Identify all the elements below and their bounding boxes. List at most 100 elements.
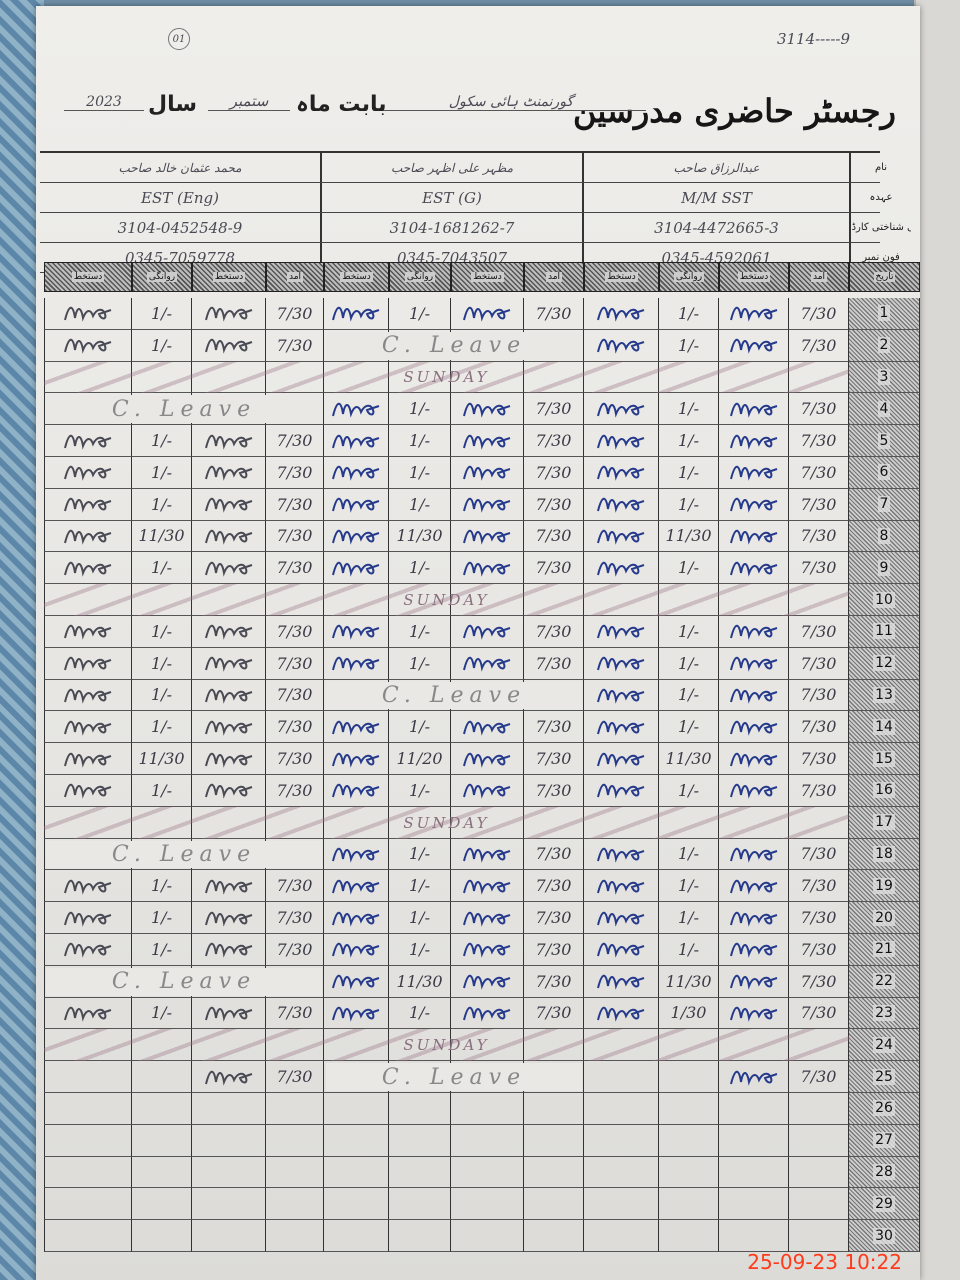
attendance-cell	[451, 1220, 524, 1252]
departure-time: 1/-	[678, 653, 699, 673]
arrival-time: 7/30	[535, 526, 572, 546]
departure-time: 1/-	[678, 780, 699, 800]
attendance-cell	[659, 1188, 719, 1221]
attendance-cell	[192, 1124, 266, 1157]
departure-time: 1/-	[151, 494, 172, 514]
attendance-cell	[451, 425, 524, 457]
column-header-text: آمد	[545, 272, 563, 282]
handwritten-signature	[597, 561, 645, 577]
date-number: 19	[873, 877, 895, 894]
attendance-cell	[789, 361, 849, 394]
handwritten-signature	[729, 402, 777, 418]
attendance-cell	[719, 679, 789, 712]
handwritten-signature	[64, 656, 112, 672]
page-number-circle: 01	[168, 28, 190, 50]
handwritten-signature	[332, 402, 380, 418]
arrival-time: 7/30	[800, 717, 837, 737]
arrival-time: 7/30	[276, 462, 313, 482]
attendance-cell: 1/-	[659, 329, 719, 362]
attendance-cell	[719, 743, 789, 775]
arrival-time: 7/30	[535, 399, 572, 419]
next-page-edge	[914, 0, 960, 1280]
date-number: 27	[873, 1132, 895, 1149]
attendance-cell	[584, 584, 659, 616]
attendance-cell: 11/20	[389, 743, 451, 775]
handwritten-signature	[64, 784, 112, 800]
handwritten-signature	[729, 879, 777, 895]
attendance-cell: 7/30	[524, 711, 584, 744]
attendance-cell	[584, 838, 659, 871]
handwritten-signature	[463, 943, 511, 959]
attendance-cell	[719, 584, 789, 616]
attendance-cell	[266, 838, 324, 871]
date-number: 1	[877, 305, 891, 322]
handwritten-signature	[463, 497, 511, 513]
attendance-cell	[451, 1156, 524, 1189]
attendance-cell	[324, 298, 389, 330]
arrival-time: 7/30	[276, 526, 313, 546]
handwritten-signature	[64, 307, 112, 323]
attendance-cell	[44, 488, 132, 521]
handwritten-signature	[597, 1006, 645, 1022]
attendance-cell	[324, 457, 389, 489]
date-cell: 8	[849, 520, 920, 553]
departure-time: 1/-	[409, 621, 430, 641]
departure-time: 1/-	[409, 653, 430, 673]
arrival-time: 7/30	[276, 1067, 313, 1087]
attendance-cell: 1/-	[389, 488, 451, 521]
arrival-time: 7/30	[800, 1003, 837, 1023]
attendance-cell	[44, 775, 132, 807]
departure-time: 1/-	[409, 844, 430, 864]
attendance-cell: 7/30	[266, 743, 324, 775]
attendance-cell	[324, 965, 389, 998]
handwritten-signature	[332, 529, 380, 545]
date-cell: 18	[849, 838, 920, 871]
handwritten-signature	[597, 784, 645, 800]
attendance-cell: 1/-	[659, 711, 719, 744]
handwritten-signature	[332, 847, 380, 863]
column-header-arrival: آمد	[266, 262, 324, 292]
attendance-cell	[451, 298, 524, 330]
arrival-time: 7/30	[276, 558, 313, 578]
attendance-cell: 7/30	[266, 1061, 324, 1093]
arrival-time: 7/30	[535, 494, 572, 514]
column-header-date: تاریخ	[849, 262, 920, 292]
attendance-cell	[524, 679, 584, 712]
column-header-text: دستخط	[212, 272, 246, 282]
column-header-text: دستخط	[737, 272, 771, 282]
handwritten-signature	[729, 307, 777, 323]
date-cell: 13	[849, 679, 920, 712]
departure-time: 1/-	[409, 908, 430, 928]
attendance-cell	[389, 584, 451, 616]
attendance-cell: 7/30	[789, 997, 849, 1030]
departure-time: 1/-	[409, 1003, 430, 1023]
attendance-cell	[192, 806, 266, 839]
attendance-cell	[524, 329, 584, 362]
attendance-cell: 7/30	[266, 329, 324, 362]
attendance-cell	[719, 329, 789, 362]
column-header-text: روانگی	[146, 272, 178, 282]
attendance-cell: 1/-	[389, 425, 451, 457]
column-header-departure: روانگی	[659, 262, 719, 292]
attendance-cell	[524, 1093, 584, 1125]
attendance-cell	[132, 1220, 192, 1252]
handwritten-signature	[332, 656, 380, 672]
attendance-cell	[132, 1093, 192, 1125]
handwritten-signature	[64, 338, 112, 354]
column-header-signature: دستخط	[44, 262, 132, 292]
attendance-cell	[44, 361, 132, 394]
handwritten-signature	[332, 943, 380, 959]
attendance-cell: 7/30	[789, 775, 849, 807]
handwritten-signature	[597, 847, 645, 863]
attendance-cell	[584, 934, 659, 966]
handwritten-signature	[729, 1006, 777, 1022]
date-cell: 26	[849, 1093, 920, 1125]
year-label: سال	[148, 92, 197, 117]
arrival-time: 7/30	[276, 749, 313, 769]
attendance-cell	[719, 965, 789, 998]
handwritten-signature	[204, 879, 252, 895]
date-cell: 29	[849, 1188, 920, 1221]
info-row-designation: EST (Eng) EST (G) M/M SST عہدہ	[40, 183, 892, 213]
attendance-cell: 1/-	[659, 902, 719, 934]
attendance-cell	[524, 1220, 584, 1252]
